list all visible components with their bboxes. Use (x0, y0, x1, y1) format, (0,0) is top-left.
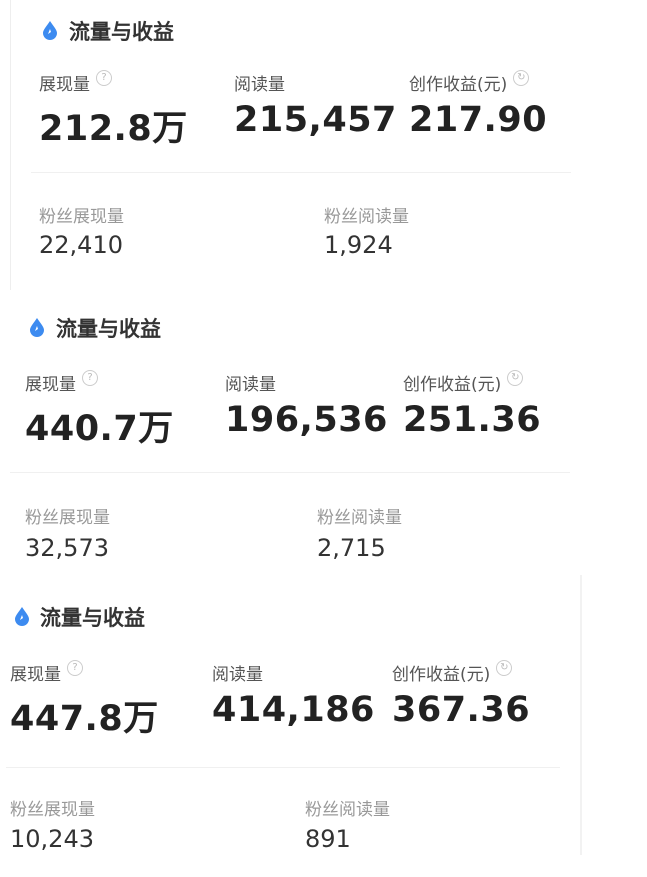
reads-value: 215,457 (234, 100, 397, 140)
earnings-value: 367.36 (392, 690, 531, 730)
traffic-earnings-card-1: 流量与收益 展现量? 212.8万 阅读量 215,457 创作收益(元) ↻ 2… (10, 0, 581, 290)
card-title: 流量与收益 (56, 317, 161, 341)
reads-label: 阅读量 (225, 375, 276, 395)
refresh-icon[interactable]: ↻ (513, 70, 530, 86)
fan-reads-label: 粉丝阅读量 (324, 207, 409, 227)
fan-impressions-value: 32,573 (25, 534, 109, 562)
refresh-icon[interactable]: ↻ (496, 660, 513, 676)
question-circle-icon[interactable]: ? (82, 370, 98, 386)
impressions-label: 展现量? (10, 660, 83, 685)
question-circle-icon[interactable]: ? (67, 660, 83, 676)
impressions-value: 212.8万 (39, 109, 188, 149)
earnings-value: 217.90 (409, 100, 548, 140)
fan-impressions-label: 粉丝展现量 (39, 207, 124, 227)
traffic-earnings-card-2: 流量与收益 展现量? 440.7万 阅读量 196,536 创作收益(元) ↻ 2… (0, 290, 580, 575)
fan-impressions-value: 10,243 (10, 825, 94, 853)
reads-label: 阅读量 (234, 75, 285, 95)
reads-value: 414,186 (212, 690, 375, 730)
fan-impressions-value: 22,410 (39, 231, 123, 259)
reads-label: 阅读量 (212, 665, 263, 685)
traffic-earnings-card-3: 流量与收益 展现量? 447.8万 阅读量 414,186 创作收益(元) ↻ 3… (0, 575, 582, 855)
water-drop-icon (43, 21, 57, 40)
fan-reads-value: 891 (305, 825, 351, 853)
divider (10, 472, 570, 473)
divider (31, 172, 571, 173)
impressions-value: 447.8万 (10, 699, 159, 739)
reads-value: 196,536 (225, 400, 388, 440)
fan-reads-label: 粉丝阅读量 (305, 800, 390, 820)
divider (6, 767, 560, 768)
card-title: 流量与收益 (69, 20, 174, 44)
impressions-label: 展现量? (39, 70, 112, 95)
fan-impressions-label: 粉丝展现量 (25, 508, 110, 528)
question-circle-icon[interactable]: ? (96, 70, 112, 86)
earnings-label: 创作收益(元) ↻ (403, 370, 524, 395)
fan-reads-label: 粉丝阅读量 (317, 508, 402, 528)
impressions-label: 展现量? (25, 370, 98, 395)
earnings-label: 创作收益(元) ↻ (409, 70, 530, 95)
fan-reads-value: 2,715 (317, 534, 386, 562)
water-drop-icon (30, 318, 44, 337)
water-drop-icon (15, 607, 29, 626)
fan-impressions-label: 粉丝展现量 (10, 800, 95, 820)
impressions-value: 440.7万 (25, 409, 174, 449)
fan-reads-value: 1,924 (324, 231, 393, 259)
earnings-value: 251.36 (403, 400, 542, 440)
refresh-icon[interactable]: ↻ (507, 370, 524, 386)
earnings-label: 创作收益(元) ↻ (392, 660, 513, 685)
card-title: 流量与收益 (40, 606, 145, 630)
